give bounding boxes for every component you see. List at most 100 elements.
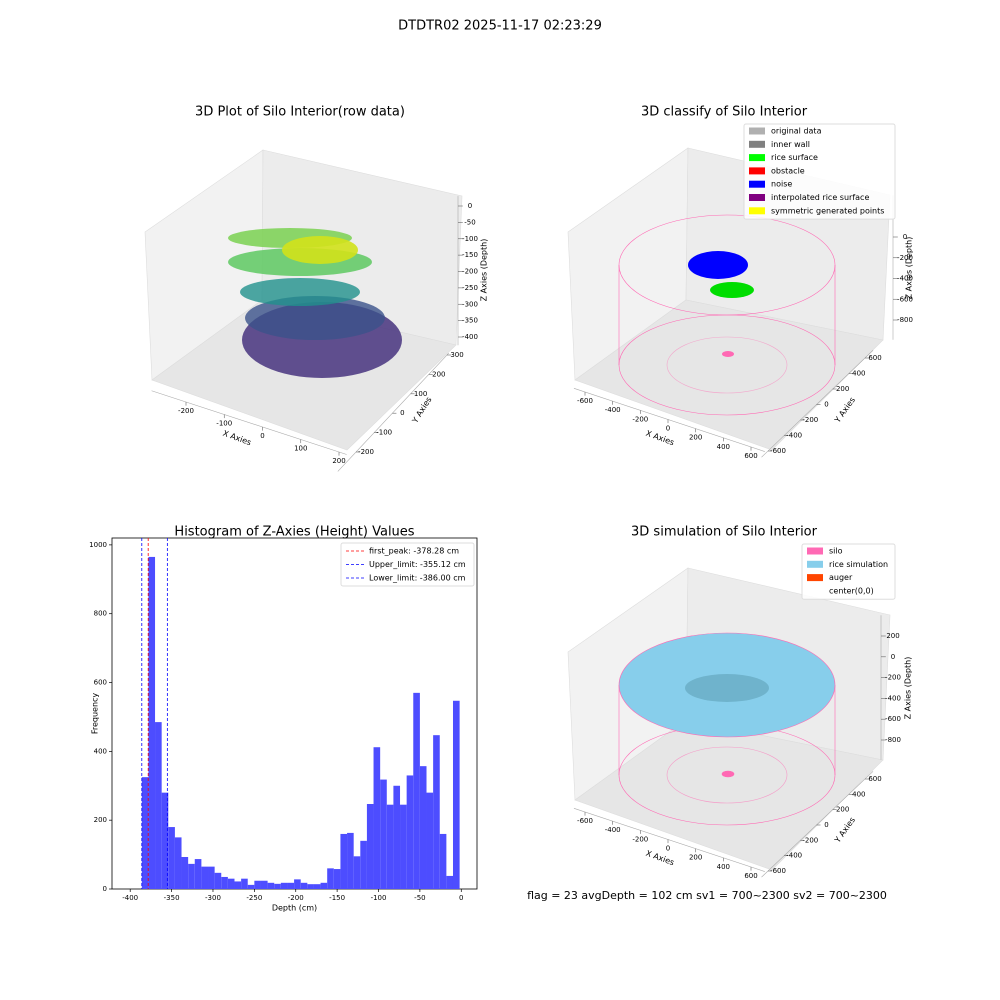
- legend-label: Lower_limit: -386.00 cm: [369, 574, 466, 583]
- y-tick-label: 400: [852, 370, 865, 378]
- y-tick-label: 0: [824, 401, 828, 409]
- z-tick-label: 200: [886, 632, 899, 640]
- bar: [241, 878, 248, 889]
- legend-swatch: [749, 127, 765, 135]
- x-tick-label: -200: [288, 894, 304, 902]
- bar: [141, 777, 149, 889]
- y-tick-label: -200: [802, 416, 818, 424]
- axis-line: [761, 350, 874, 458]
- y-tick-label: 300: [450, 351, 463, 359]
- bar: [320, 882, 328, 889]
- y-tick-label: 200: [94, 816, 107, 824]
- chart-title: Histogram of Z-Axies (Height) Values: [174, 525, 414, 540]
- silo-simulation: [618, 632, 836, 826]
- point-cloud: [228, 228, 402, 378]
- bar: [155, 722, 162, 889]
- y-axis-label: Y Axies: [410, 395, 434, 425]
- axis-line: [573, 808, 765, 872]
- x-tick-label: 200: [689, 854, 702, 862]
- x-tick-label: -400: [605, 826, 621, 834]
- footer: flag = 23 avgDepth = 102 cm sv1 = 700~23…: [527, 889, 887, 902]
- bar: [188, 863, 195, 889]
- z-tick-label: -300: [462, 300, 478, 308]
- bar: [340, 833, 348, 889]
- bar: [433, 735, 440, 889]
- legend-label: symmetric generated points: [771, 206, 884, 215]
- bar: [426, 792, 434, 889]
- bar: [148, 556, 156, 889]
- z-tick-label: 0: [468, 202, 472, 210]
- bar: [254, 880, 261, 889]
- x-tick-label: 600: [744, 452, 757, 460]
- bar: [208, 866, 215, 889]
- z-axis-label: Z Axies (Depth): [480, 239, 489, 302]
- bar: [347, 832, 354, 889]
- legend-label: rice simulation: [829, 560, 888, 569]
- x-tick-label: 100: [294, 445, 307, 453]
- classified-points: [688, 251, 754, 357]
- bar: [327, 868, 334, 889]
- x-axis-label: X Axies: [645, 849, 676, 868]
- legend-box: [743, 123, 896, 220]
- x-tick-label: -600: [577, 397, 593, 405]
- bar: [234, 881, 242, 889]
- x-tick-label: -150: [329, 894, 345, 902]
- y-tick-label: 400: [852, 790, 865, 798]
- legend-label: noise: [771, 180, 792, 189]
- legend-label: auger: [829, 573, 853, 582]
- bar: [168, 827, 175, 889]
- bar: [393, 785, 401, 889]
- bar: [214, 872, 222, 889]
- x-tick-label: 0: [459, 894, 463, 902]
- bar: [294, 879, 301, 889]
- y-tick-label: 0: [824, 821, 828, 829]
- y-tick-label: 200: [836, 806, 849, 814]
- bar: [194, 859, 202, 889]
- bar: [280, 882, 288, 889]
- legend-label: rice surface: [771, 153, 818, 162]
- x-tick-label: 600: [744, 872, 757, 880]
- z-axis-label: Z Axies (Depth): [904, 657, 913, 720]
- z-tick-label: -200: [885, 674, 901, 682]
- bar: [366, 804, 374, 889]
- chart-title: 3D simulation of Silo Interior: [631, 525, 818, 540]
- bar: [247, 884, 255, 889]
- bar: [386, 804, 394, 889]
- bar: [419, 766, 427, 889]
- bar: [439, 833, 447, 889]
- bar: [161, 792, 169, 889]
- z-tick-label: 0: [903, 233, 907, 241]
- legend-box: [340, 542, 475, 587]
- z-tick-label: -250: [462, 284, 478, 292]
- z-tick-label: -400: [462, 333, 478, 341]
- y-tick-label: 0: [400, 409, 404, 417]
- bar: [333, 869, 341, 889]
- legend-swatch: [749, 154, 765, 162]
- legend-box: [801, 543, 896, 600]
- z-tick-label: -50: [464, 218, 475, 226]
- axis-line: [337, 352, 450, 472]
- z-tick-label: -100: [462, 235, 478, 243]
- z-tick-label: -200: [897, 254, 913, 262]
- y-tick-label: 100: [414, 390, 427, 398]
- legend-label: original data: [771, 127, 822, 136]
- legend-swatch: [749, 167, 765, 175]
- bar: [360, 840, 367, 889]
- z-tick-label: -800: [885, 736, 901, 744]
- z-tick-label: -400: [897, 275, 913, 283]
- z-tick-label: -200: [462, 268, 478, 276]
- x-tick-label: -600: [577, 817, 593, 825]
- x-tick-label: -200: [632, 835, 648, 843]
- x-axis-label: X Axies: [645, 429, 676, 448]
- bar: [413, 692, 420, 889]
- bar: [380, 779, 387, 889]
- legend-swatch: [749, 140, 765, 148]
- bar: [201, 866, 209, 889]
- y-tick-label: -600: [770, 867, 786, 875]
- legend-swatch: [807, 547, 823, 555]
- x-tick-label: -400: [122, 894, 138, 902]
- y-tick-label: -400: [786, 852, 802, 860]
- y-tick-label: -600: [770, 447, 786, 455]
- x-axis-label: X Axies: [222, 429, 253, 448]
